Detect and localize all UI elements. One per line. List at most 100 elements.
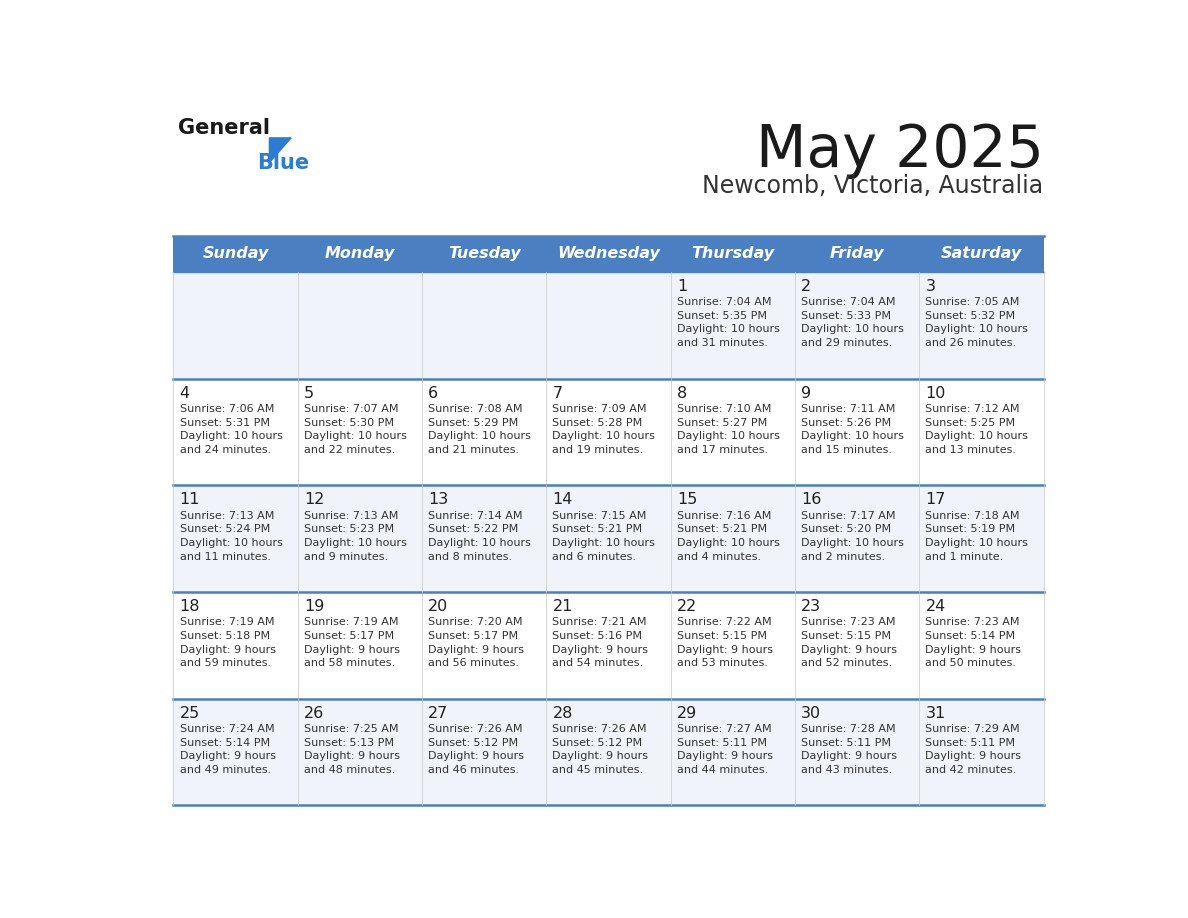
Bar — [546, 378, 671, 486]
Text: May 2025: May 2025 — [756, 122, 1043, 180]
Text: Sunrise: 7:23 AM
Sunset: 5:14 PM
Daylight: 9 hours
and 50 minutes.: Sunrise: 7:23 AM Sunset: 5:14 PM Dayligh… — [925, 618, 1022, 668]
Text: Sunrise: 7:13 AM
Sunset: 5:23 PM
Daylight: 10 hours
and 9 minutes.: Sunrise: 7:13 AM Sunset: 5:23 PM Dayligh… — [304, 510, 406, 562]
Text: Sunrise: 7:07 AM
Sunset: 5:30 PM
Daylight: 10 hours
and 22 minutes.: Sunrise: 7:07 AM Sunset: 5:30 PM Dayligh… — [304, 404, 406, 454]
Bar — [546, 592, 671, 699]
Text: Sunrise: 7:16 AM
Sunset: 5:21 PM
Daylight: 10 hours
and 4 minutes.: Sunrise: 7:16 AM Sunset: 5:21 PM Dayligh… — [677, 510, 779, 562]
Text: Sunrise: 7:26 AM
Sunset: 5:12 PM
Daylight: 9 hours
and 45 minutes.: Sunrise: 7:26 AM Sunset: 5:12 PM Dayligh… — [552, 724, 649, 775]
Text: 2: 2 — [801, 279, 811, 294]
Bar — [173, 272, 298, 378]
Bar — [671, 378, 795, 486]
Bar — [298, 699, 422, 805]
Text: Thursday: Thursday — [691, 246, 775, 262]
Text: Sunrise: 7:08 AM
Sunset: 5:29 PM
Daylight: 10 hours
and 21 minutes.: Sunrise: 7:08 AM Sunset: 5:29 PM Dayligh… — [428, 404, 531, 454]
Text: 19: 19 — [304, 599, 324, 614]
Bar — [173, 236, 298, 272]
Bar — [546, 236, 671, 272]
Text: Sunrise: 7:14 AM
Sunset: 5:22 PM
Daylight: 10 hours
and 8 minutes.: Sunrise: 7:14 AM Sunset: 5:22 PM Dayligh… — [428, 510, 531, 562]
Text: Sunrise: 7:06 AM
Sunset: 5:31 PM
Daylight: 10 hours
and 24 minutes.: Sunrise: 7:06 AM Sunset: 5:31 PM Dayligh… — [179, 404, 283, 454]
Bar — [795, 236, 920, 272]
Text: 27: 27 — [428, 706, 448, 721]
Text: Newcomb, Victoria, Australia: Newcomb, Victoria, Australia — [702, 174, 1043, 198]
Bar — [920, 272, 1043, 378]
Text: Sunrise: 7:15 AM
Sunset: 5:21 PM
Daylight: 10 hours
and 6 minutes.: Sunrise: 7:15 AM Sunset: 5:21 PM Dayligh… — [552, 510, 656, 562]
Bar — [546, 486, 671, 592]
Text: 8: 8 — [677, 386, 687, 400]
Text: Sunrise: 7:11 AM
Sunset: 5:26 PM
Daylight: 10 hours
and 15 minutes.: Sunrise: 7:11 AM Sunset: 5:26 PM Dayligh… — [801, 404, 904, 454]
Bar — [546, 272, 671, 378]
Text: Sunrise: 7:13 AM
Sunset: 5:24 PM
Daylight: 10 hours
and 11 minutes.: Sunrise: 7:13 AM Sunset: 5:24 PM Dayligh… — [179, 510, 283, 562]
Text: Sunrise: 7:24 AM
Sunset: 5:14 PM
Daylight: 9 hours
and 49 minutes.: Sunrise: 7:24 AM Sunset: 5:14 PM Dayligh… — [179, 724, 276, 775]
Text: Sunrise: 7:04 AM
Sunset: 5:33 PM
Daylight: 10 hours
and 29 minutes.: Sunrise: 7:04 AM Sunset: 5:33 PM Dayligh… — [801, 297, 904, 348]
Text: Sunrise: 7:17 AM
Sunset: 5:20 PM
Daylight: 10 hours
and 2 minutes.: Sunrise: 7:17 AM Sunset: 5:20 PM Dayligh… — [801, 510, 904, 562]
Text: Sunrise: 7:26 AM
Sunset: 5:12 PM
Daylight: 9 hours
and 46 minutes.: Sunrise: 7:26 AM Sunset: 5:12 PM Dayligh… — [428, 724, 524, 775]
Bar — [298, 236, 422, 272]
Text: 6: 6 — [428, 386, 438, 400]
Text: General: General — [178, 118, 270, 138]
Bar — [671, 699, 795, 805]
Text: Sunrise: 7:10 AM
Sunset: 5:27 PM
Daylight: 10 hours
and 17 minutes.: Sunrise: 7:10 AM Sunset: 5:27 PM Dayligh… — [677, 404, 779, 454]
Bar — [298, 272, 422, 378]
Text: Sunrise: 7:09 AM
Sunset: 5:28 PM
Daylight: 10 hours
and 19 minutes.: Sunrise: 7:09 AM Sunset: 5:28 PM Dayligh… — [552, 404, 656, 454]
Text: 16: 16 — [801, 492, 822, 508]
Text: Sunrise: 7:04 AM
Sunset: 5:35 PM
Daylight: 10 hours
and 31 minutes.: Sunrise: 7:04 AM Sunset: 5:35 PM Dayligh… — [677, 297, 779, 348]
Text: 26: 26 — [304, 706, 324, 721]
Bar — [920, 236, 1043, 272]
Text: Sunrise: 7:25 AM
Sunset: 5:13 PM
Daylight: 9 hours
and 48 minutes.: Sunrise: 7:25 AM Sunset: 5:13 PM Dayligh… — [304, 724, 400, 775]
Text: Wednesday: Wednesday — [557, 246, 659, 262]
Bar — [671, 272, 795, 378]
Bar — [422, 699, 546, 805]
Bar — [795, 378, 920, 486]
Text: Sunrise: 7:19 AM
Sunset: 5:18 PM
Daylight: 9 hours
and 59 minutes.: Sunrise: 7:19 AM Sunset: 5:18 PM Dayligh… — [179, 618, 276, 668]
Bar — [795, 699, 920, 805]
Bar — [422, 486, 546, 592]
Text: 23: 23 — [801, 599, 821, 614]
Text: 18: 18 — [179, 599, 200, 614]
Text: 29: 29 — [677, 706, 697, 721]
Bar — [671, 486, 795, 592]
Text: 15: 15 — [677, 492, 697, 508]
Text: 22: 22 — [677, 599, 697, 614]
Text: 13: 13 — [428, 492, 448, 508]
Text: Sunrise: 7:21 AM
Sunset: 5:16 PM
Daylight: 9 hours
and 54 minutes.: Sunrise: 7:21 AM Sunset: 5:16 PM Dayligh… — [552, 618, 649, 668]
Text: Sunrise: 7:12 AM
Sunset: 5:25 PM
Daylight: 10 hours
and 13 minutes.: Sunrise: 7:12 AM Sunset: 5:25 PM Dayligh… — [925, 404, 1029, 454]
Text: 7: 7 — [552, 386, 563, 400]
Text: 9: 9 — [801, 386, 811, 400]
Bar — [795, 486, 920, 592]
Text: Blue: Blue — [257, 152, 309, 173]
Text: 3: 3 — [925, 279, 935, 294]
Bar — [546, 699, 671, 805]
Text: 12: 12 — [304, 492, 324, 508]
Bar — [671, 236, 795, 272]
Text: 31: 31 — [925, 706, 946, 721]
Bar — [795, 272, 920, 378]
Bar — [795, 592, 920, 699]
Text: Sunrise: 7:27 AM
Sunset: 5:11 PM
Daylight: 9 hours
and 44 minutes.: Sunrise: 7:27 AM Sunset: 5:11 PM Dayligh… — [677, 724, 773, 775]
Bar — [671, 592, 795, 699]
Bar — [920, 592, 1043, 699]
Text: Saturday: Saturday — [941, 246, 1022, 262]
Text: 21: 21 — [552, 599, 573, 614]
Bar — [173, 592, 298, 699]
Bar — [298, 378, 422, 486]
Text: Monday: Monday — [324, 246, 394, 262]
Text: Sunrise: 7:23 AM
Sunset: 5:15 PM
Daylight: 9 hours
and 52 minutes.: Sunrise: 7:23 AM Sunset: 5:15 PM Dayligh… — [801, 618, 897, 668]
Bar — [422, 378, 546, 486]
Text: Tuesday: Tuesday — [448, 246, 520, 262]
Text: Sunrise: 7:05 AM
Sunset: 5:32 PM
Daylight: 10 hours
and 26 minutes.: Sunrise: 7:05 AM Sunset: 5:32 PM Dayligh… — [925, 297, 1029, 348]
Bar — [173, 486, 298, 592]
Text: 30: 30 — [801, 706, 821, 721]
Text: 4: 4 — [179, 386, 190, 400]
Bar — [298, 486, 422, 592]
Text: Sunrise: 7:22 AM
Sunset: 5:15 PM
Daylight: 9 hours
and 53 minutes.: Sunrise: 7:22 AM Sunset: 5:15 PM Dayligh… — [677, 618, 773, 668]
Text: 20: 20 — [428, 599, 448, 614]
Text: 28: 28 — [552, 706, 573, 721]
Text: 11: 11 — [179, 492, 200, 508]
Bar — [422, 272, 546, 378]
Text: Sunrise: 7:29 AM
Sunset: 5:11 PM
Daylight: 9 hours
and 42 minutes.: Sunrise: 7:29 AM Sunset: 5:11 PM Dayligh… — [925, 724, 1022, 775]
Text: 17: 17 — [925, 492, 946, 508]
Bar — [920, 486, 1043, 592]
Text: Sunrise: 7:18 AM
Sunset: 5:19 PM
Daylight: 10 hours
and 1 minute.: Sunrise: 7:18 AM Sunset: 5:19 PM Dayligh… — [925, 510, 1029, 562]
Text: 1: 1 — [677, 279, 687, 294]
Bar — [173, 378, 298, 486]
Text: 14: 14 — [552, 492, 573, 508]
